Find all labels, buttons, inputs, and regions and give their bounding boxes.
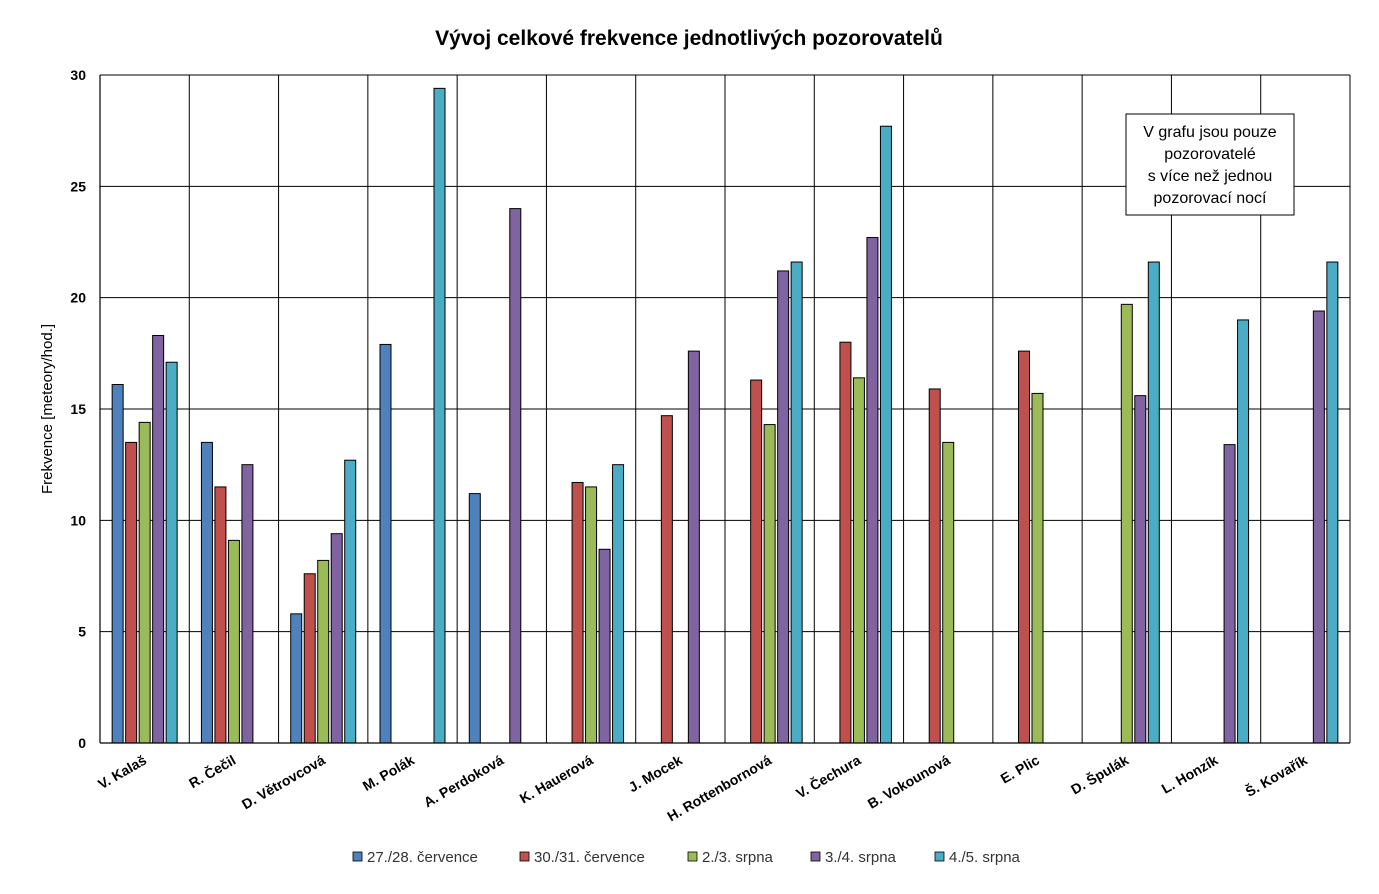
bar — [763, 424, 776, 744]
bar — [612, 464, 625, 744]
bar — [241, 464, 254, 744]
bar — [317, 559, 330, 744]
bar — [379, 343, 392, 744]
bar — [852, 377, 865, 744]
legend-label: 27./28. července — [367, 849, 478, 866]
annotation-line: pozorovatelé — [1164, 146, 1256, 163]
bar — [1120, 303, 1133, 744]
bar — [1018, 350, 1030, 744]
annotation-box: V grafu jsou pouze pozorovatelé s více než… — [1125, 113, 1295, 216]
legend-label: 4./5. srpna — [949, 849, 1021, 866]
bar — [1223, 444, 1236, 744]
bar — [200, 441, 213, 744]
y-axis-label: Frekvence [meteory/hod.] — [39, 324, 56, 494]
bar — [585, 486, 598, 744]
bar — [111, 384, 124, 744]
bar — [777, 270, 790, 744]
bar — [344, 459, 357, 744]
legend-swatch — [810, 851, 821, 862]
bar — [509, 208, 522, 744]
bar — [290, 613, 303, 744]
bar — [942, 441, 955, 744]
legend-swatch — [519, 851, 530, 862]
bar — [928, 388, 941, 744]
bars — [111, 87, 1339, 744]
bar — [125, 441, 138, 744]
bar — [879, 125, 892, 744]
bar — [468, 493, 481, 744]
bar — [839, 341, 852, 744]
legend-label: 2./3. srpna — [702, 849, 774, 866]
bar — [790, 261, 803, 744]
y-tick-label: 0 — [78, 735, 86, 751]
bar — [330, 533, 343, 744]
y-tick-label: 20 — [70, 290, 86, 306]
bar — [1134, 395, 1147, 744]
bar — [687, 350, 700, 744]
bar — [571, 481, 584, 744]
bar — [1031, 392, 1044, 744]
bar — [1237, 319, 1250, 744]
legend-swatch — [687, 851, 698, 862]
bar — [214, 486, 227, 744]
annotation-frame — [1125, 113, 1295, 216]
y-tick-label: 15 — [70, 401, 86, 417]
legend-label: 30./31. července — [534, 849, 645, 866]
grid — [99, 74, 1351, 744]
legend-swatch — [352, 851, 363, 862]
annotation-line: pozorovací nocí — [1154, 190, 1268, 207]
bar — [303, 573, 316, 744]
y-tick-label: 30 — [70, 67, 86, 83]
bar — [1326, 261, 1339, 744]
bar — [1147, 261, 1160, 744]
bar — [1312, 310, 1325, 744]
bar — [227, 539, 240, 744]
legend-swatch — [934, 851, 945, 862]
annotation-line: s více než jednou — [1148, 168, 1273, 185]
legend: 27./28. července 30./31. července 2./3. sr… — [352, 849, 1021, 866]
bar — [152, 335, 165, 744]
y-tick-label: 5 — [78, 624, 86, 640]
y-tick-label: 25 — [70, 178, 86, 194]
bar — [750, 379, 763, 744]
bar — [598, 548, 611, 744]
bar — [433, 87, 446, 744]
bar — [138, 421, 151, 744]
bar — [866, 237, 879, 744]
bar — [165, 361, 178, 744]
y-tick-label: 10 — [70, 512, 86, 528]
annotation-line: V grafu jsou pouze — [1143, 124, 1277, 141]
bar — [660, 415, 673, 744]
legend-label: 3./4. srpna — [825, 849, 897, 866]
chart-title: Vývoj celkové frekvence jednotlivých poz… — [435, 27, 943, 50]
